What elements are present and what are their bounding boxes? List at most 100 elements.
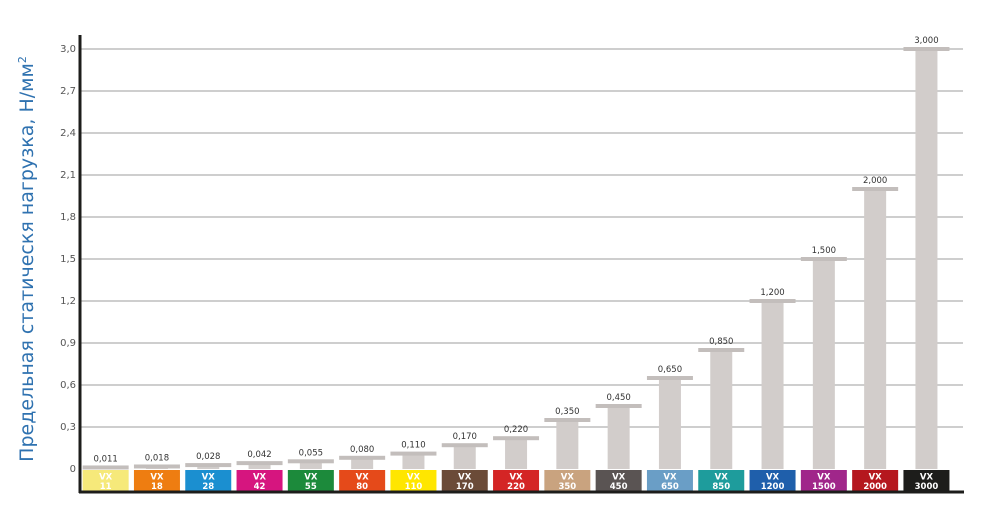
y-tick-label: 0,9: [60, 338, 76, 349]
category-label: VX: [612, 473, 626, 483]
bar: [761, 301, 784, 469]
category-label: 2000: [863, 482, 887, 492]
value-label: 0,080: [350, 445, 374, 455]
value-label: 0,450: [606, 393, 630, 403]
category-label: 11: [100, 482, 112, 492]
bar-cap: [646, 376, 693, 380]
value-label: 0,110: [401, 441, 425, 451]
y-tick-label: 2,7: [60, 86, 76, 97]
bar: [351, 457, 374, 469]
value-label: 3,000: [914, 36, 938, 46]
category-box: [133, 470, 180, 492]
category-label: 1500: [812, 482, 836, 492]
category-box: [441, 470, 488, 492]
category-label: 450: [610, 482, 628, 492]
y-tick-label: 0,3: [60, 422, 76, 433]
category-box: [287, 470, 334, 492]
bar: [299, 461, 322, 469]
bar-cap: [903, 47, 950, 51]
value-label: 0,055: [299, 448, 323, 458]
value-label: 2,000: [863, 176, 887, 186]
category-label: 850: [712, 482, 730, 492]
category-box: [236, 470, 283, 492]
y-tick-label: 3,0: [60, 44, 76, 55]
y-tick-label: 1,2: [60, 296, 76, 307]
bar-cap: [441, 443, 488, 448]
category-box: [82, 470, 129, 492]
category-box: [800, 470, 847, 492]
category-box: [903, 470, 950, 492]
category-label: 110: [405, 482, 423, 492]
category-label: VX: [356, 473, 370, 483]
bar: [864, 189, 887, 469]
category-label: 80: [356, 482, 368, 492]
category-label: 18: [151, 482, 163, 492]
value-label: 1,500: [812, 246, 836, 256]
category-box: [595, 470, 642, 492]
bar: [556, 420, 579, 469]
bar-cap: [493, 436, 540, 441]
category-label: VX: [99, 473, 113, 483]
value-label: 0,850: [709, 337, 733, 347]
category-box: [852, 470, 899, 492]
bar: [402, 453, 425, 469]
category-label: VX: [150, 473, 164, 483]
bar-cap: [800, 257, 847, 261]
category-label: VX: [253, 473, 267, 483]
value-label: 0,011: [93, 454, 117, 464]
bar-cap: [185, 463, 232, 468]
y-axis-title-superscript: 2: [15, 56, 29, 64]
category-label: 55: [305, 482, 317, 492]
category-label: 650: [661, 482, 679, 492]
category-label: 170: [456, 482, 474, 492]
category-box: [390, 470, 437, 492]
category-label: 1200: [761, 482, 785, 492]
category-box: [646, 470, 693, 492]
bar-cap: [852, 187, 899, 191]
category-label: VX: [304, 473, 318, 483]
category-box: [749, 470, 796, 492]
category-box: [185, 470, 232, 492]
y-tick-label: 1,5: [60, 254, 76, 265]
value-label: 0,350: [555, 407, 579, 417]
category-label: VX: [561, 473, 575, 483]
category-box: [698, 470, 745, 492]
y-tick-label: 2,4: [60, 128, 76, 139]
bar-cap: [133, 464, 180, 469]
y-axis-title: Предельная статическя нагрузка, Н/мм2: [16, 56, 38, 462]
category-label: 42: [254, 482, 266, 492]
category-label: VX: [458, 473, 472, 483]
y-axis-title-text: Предельная статическя нагрузка, Н/мм: [16, 63, 39, 462]
category-label: 350: [558, 482, 576, 492]
category-label: VX: [509, 473, 523, 483]
bar: [607, 406, 630, 469]
category-label: 28: [202, 482, 214, 492]
y-tick-label: 1,8: [60, 212, 76, 223]
category-label: VX: [663, 473, 677, 483]
bar: [453, 445, 476, 469]
y-tick-label: 0: [70, 464, 76, 475]
bar-cap: [390, 451, 437, 456]
value-label: 0,028: [196, 452, 220, 462]
category-box: [544, 470, 591, 492]
category-box: [339, 470, 386, 492]
bar: [505, 438, 528, 469]
category-label: VX: [920, 473, 934, 483]
value-label: 0,018: [145, 453, 169, 463]
bar-cap: [82, 465, 129, 470]
bar: [658, 378, 681, 469]
value-label: 0,650: [658, 365, 682, 375]
category-label: 220: [507, 482, 525, 492]
bar-cap: [544, 418, 591, 422]
value-label: 0,220: [504, 425, 528, 435]
bar: [812, 259, 835, 469]
bar-cap: [236, 461, 283, 466]
value-label: 0,170: [453, 432, 477, 442]
value-label: 0,042: [247, 450, 271, 460]
category-label: VX: [715, 473, 729, 483]
bar-cap: [749, 299, 796, 303]
bar: [248, 463, 271, 469]
category-label: VX: [869, 473, 883, 483]
category-box: [493, 470, 540, 492]
